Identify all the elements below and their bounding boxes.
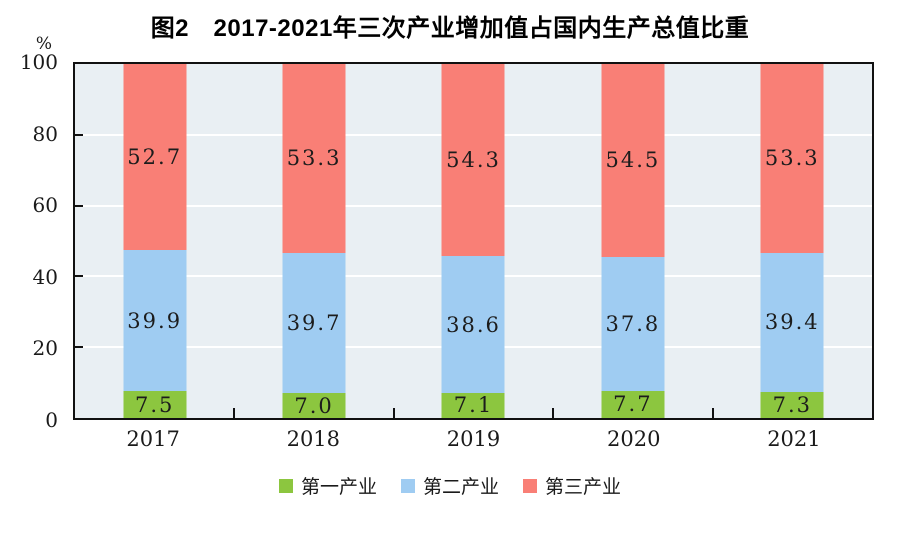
y-axis-tick-mark (75, 204, 83, 207)
x-axis-tick-mark (552, 408, 555, 418)
x-axis-tick-mark (392, 408, 395, 418)
category-2017: 7.5 39.9 52.7 (75, 64, 234, 418)
bar-value-label: 39.9 (127, 308, 183, 333)
bar-segment-第三产业: 53.3 (282, 64, 346, 253)
bar-stack-2020: 7.7 37.8 54.5 (601, 64, 665, 418)
y-tick-label: 20 (32, 336, 58, 361)
bar-value-label: 52.7 (127, 145, 183, 170)
legend-swatch-icon (523, 478, 537, 493)
bar-segment-第三产业: 53.3 (760, 64, 824, 253)
bar-value-label: 54.3 (446, 148, 501, 173)
bar-stack-2018: 7.0 39.7 53.3 (282, 64, 346, 418)
bar-value-label: 54.5 (605, 148, 661, 173)
category-2020: 7.7 37.8 54.5 (553, 64, 712, 418)
category-2019: 7.1 38.6 54.3 (394, 64, 553, 418)
bar-value-label: 7.3 (772, 393, 812, 418)
legend-item-第二产业: 第二产业 (400, 472, 499, 499)
legend-label: 第二产业 (422, 476, 499, 498)
x-axis-tick-mark (711, 408, 714, 418)
category-2018: 7.0 39.7 53.3 (234, 64, 393, 418)
x-tick-label-2020: 2020 (606, 427, 661, 451)
y-axis-tick-mark (75, 275, 83, 278)
bar-segment-第二产业: 37.8 (601, 256, 665, 391)
x-tick-label-2018: 2018 (286, 427, 341, 451)
bar-segment-第一产业: 7.7 (601, 390, 665, 418)
y-axis: 0 20 40 60 80 100 (0, 52, 60, 430)
x-tick-label-2019: 2019 (446, 427, 501, 451)
bar-value-label: 7.1 (453, 393, 494, 418)
bar-segment-第一产业: 7.5 (123, 391, 187, 418)
x-axis-tick-mark (233, 408, 236, 418)
legend-label: 第三产业 (545, 476, 622, 498)
x-axis: 2017 2018 2019 2020 2021 (73, 427, 874, 451)
x-tick-label-2017: 2017 (126, 427, 180, 451)
chart-title: 图2 2017-2021年三次产业增加值占国内生产总值比重 (150, 15, 750, 42)
bar-segment-第二产业: 39.4 (760, 252, 824, 393)
category-2021: 7.3 39.4 53.3 (713, 64, 872, 418)
bar-value-label: 7.0 (294, 393, 334, 418)
bar-value-label: 39.4 (764, 310, 820, 335)
bar-segment-第二产业: 39.9 (123, 250, 187, 392)
bar-segment-第一产业: 7.1 (441, 392, 505, 418)
legend-swatch-icon (278, 478, 293, 493)
y-tick-label: 0 (45, 408, 58, 432)
bar-value-label: 53.3 (764, 146, 820, 171)
y-axis-unit-label: % (35, 34, 53, 54)
legend-label: 第一产业 (300, 476, 377, 498)
y-tick-label: 80 (32, 121, 58, 146)
bar-stack-2017: 7.5 39.9 52.7 (123, 64, 187, 418)
bar-segment-第三产业: 54.5 (601, 64, 665, 257)
bar-segment-第三产业: 52.7 (123, 64, 187, 251)
legend: 第一产业 第二产业 第三产业 (0, 472, 900, 499)
bar-value-label: 38.6 (446, 312, 501, 337)
bar-value-label: 53.3 (286, 146, 342, 171)
y-axis-tick-mark (75, 133, 83, 136)
bar-value-label: 7.7 (613, 392, 653, 417)
bar-segment-第一产业: 7.0 (282, 393, 346, 418)
legend-item-第三产业: 第三产业 (523, 472, 621, 499)
bar-segment-第二产业: 38.6 (441, 256, 505, 393)
y-tick-label: 40 (32, 264, 58, 289)
y-axis-tick-mark (75, 346, 83, 349)
y-tick-label: 60 (32, 193, 58, 218)
bar-value-label: 37.8 (605, 311, 661, 336)
legend-swatch-icon (400, 478, 415, 493)
x-tick-label-2021: 2021 (767, 427, 821, 451)
bar-value-label: 7.5 (134, 392, 175, 417)
bar-stack-2019: 7.1 38.6 54.3 (441, 64, 505, 418)
bar-segment-第一产业: 7.3 (760, 392, 824, 418)
bar-stack-2021: 7.3 39.4 53.3 (760, 64, 824, 418)
plot-area: 7.5 39.9 52.7 7.0 39.7 53.3 7.1 38.6 54.3 7.7 37.8… (73, 62, 874, 420)
bar-segment-第三产业: 54.3 (441, 64, 505, 257)
bar-value-label: 39.7 (286, 310, 342, 335)
y-tick-label: 100 (19, 50, 58, 74)
legend-item-第一产业: 第一产业 (278, 472, 377, 499)
bar-segment-第二产业: 39.7 (282, 252, 346, 394)
